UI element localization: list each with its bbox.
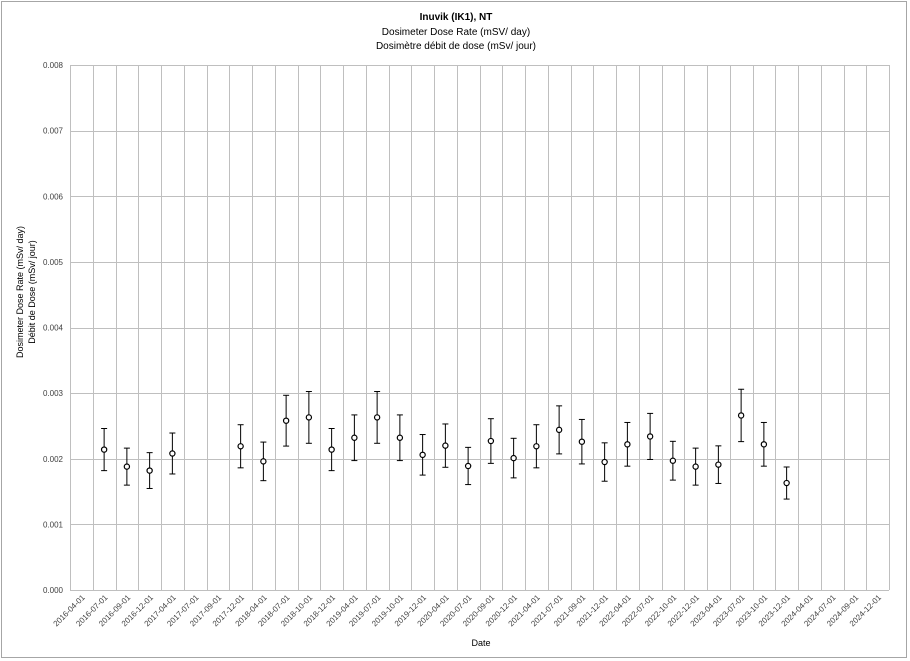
point-marker <box>715 461 722 468</box>
data-point <box>237 424 244 469</box>
point-marker <box>533 443 540 450</box>
point-marker <box>624 441 631 448</box>
point-marker <box>669 457 677 464</box>
point-marker <box>305 414 313 421</box>
data-point <box>760 421 768 467</box>
point-marker <box>760 441 768 448</box>
data-point <box>783 466 790 500</box>
y-tick-label: 0.006 <box>43 192 64 201</box>
y-axis-title-fr: Débit de Dose (mSv/ jour) <box>27 240 37 344</box>
x-axis-title: Date <box>471 638 490 648</box>
data-point <box>646 412 654 460</box>
y-tick-label: 0.002 <box>43 455 64 464</box>
y-tick-label: 0.004 <box>43 324 64 333</box>
point-marker <box>737 412 745 419</box>
point-marker <box>282 417 290 424</box>
data-point <box>487 418 495 464</box>
x-tick-labels: 2016-04-012016-07-012016-09-012016-12-01… <box>51 593 883 629</box>
point-marker <box>123 463 131 470</box>
data-point <box>123 447 131 486</box>
data-point <box>715 445 722 484</box>
point-marker <box>510 454 517 462</box>
point-marker <box>646 433 654 440</box>
data-point <box>624 421 631 467</box>
data-point <box>533 424 540 469</box>
point-marker <box>169 450 176 457</box>
point-marker <box>396 434 404 441</box>
y-axis-title: Dosimeter Dose Rate (mSv/ day) <box>15 226 25 358</box>
y-tick-label: 0.005 <box>43 258 64 267</box>
data-point <box>146 452 153 489</box>
data-point <box>510 437 517 479</box>
point-marker <box>260 458 267 465</box>
y-tick-label: 0.008 <box>43 61 64 70</box>
point-marker <box>783 479 790 487</box>
point-marker <box>351 434 358 441</box>
data-point <box>578 418 586 465</box>
data-point <box>373 391 381 444</box>
y-tick-labels: 0.000 0.001 0.002 0.003 0.004 0.005 0.006 0.007… <box>43 61 64 595</box>
y-tick-label: 0.000 <box>43 586 64 595</box>
data-point <box>100 427 108 472</box>
point-marker <box>442 442 449 449</box>
data-point <box>555 405 563 455</box>
data-point <box>464 446 472 486</box>
point-marker <box>692 463 699 470</box>
data-point <box>282 394 290 447</box>
point-marker <box>100 446 108 453</box>
data-point <box>737 388 745 443</box>
grid <box>70 65 890 591</box>
data-points <box>100 388 790 500</box>
data-point <box>669 440 677 481</box>
point-marker <box>487 437 495 445</box>
point-marker <box>555 426 563 434</box>
data-point <box>260 441 267 482</box>
point-marker <box>373 414 381 421</box>
data-point <box>419 434 426 476</box>
point-marker <box>146 467 153 474</box>
chart-title: Inuvik (IK1), NT <box>420 12 493 23</box>
point-marker <box>578 438 586 445</box>
data-point <box>396 414 404 462</box>
data-point <box>328 427 335 472</box>
y-tick-label: 0.003 <box>43 389 64 398</box>
chart-subtitle-fr: Dosimètre débit de dose (mSv/ jour) <box>376 41 536 52</box>
point-marker <box>419 451 426 459</box>
point-marker <box>601 458 608 466</box>
point-marker <box>328 446 335 453</box>
data-point <box>442 423 449 468</box>
data-point <box>692 447 699 486</box>
chart-subtitle: Dosimeter Dose Rate (mSV/ day) <box>382 27 530 38</box>
chart-titles: Inuvik (IK1), NT Dosimeter Dose Rate (mS… <box>376 12 536 52</box>
point-marker <box>237 443 244 450</box>
data-point <box>351 414 358 462</box>
data-point <box>169 432 176 475</box>
y-tick-label: 0.007 <box>43 127 64 136</box>
data-point <box>305 391 313 444</box>
point-marker <box>464 462 472 470</box>
y-tick-label: 0.001 <box>43 520 64 529</box>
data-point <box>601 442 608 482</box>
